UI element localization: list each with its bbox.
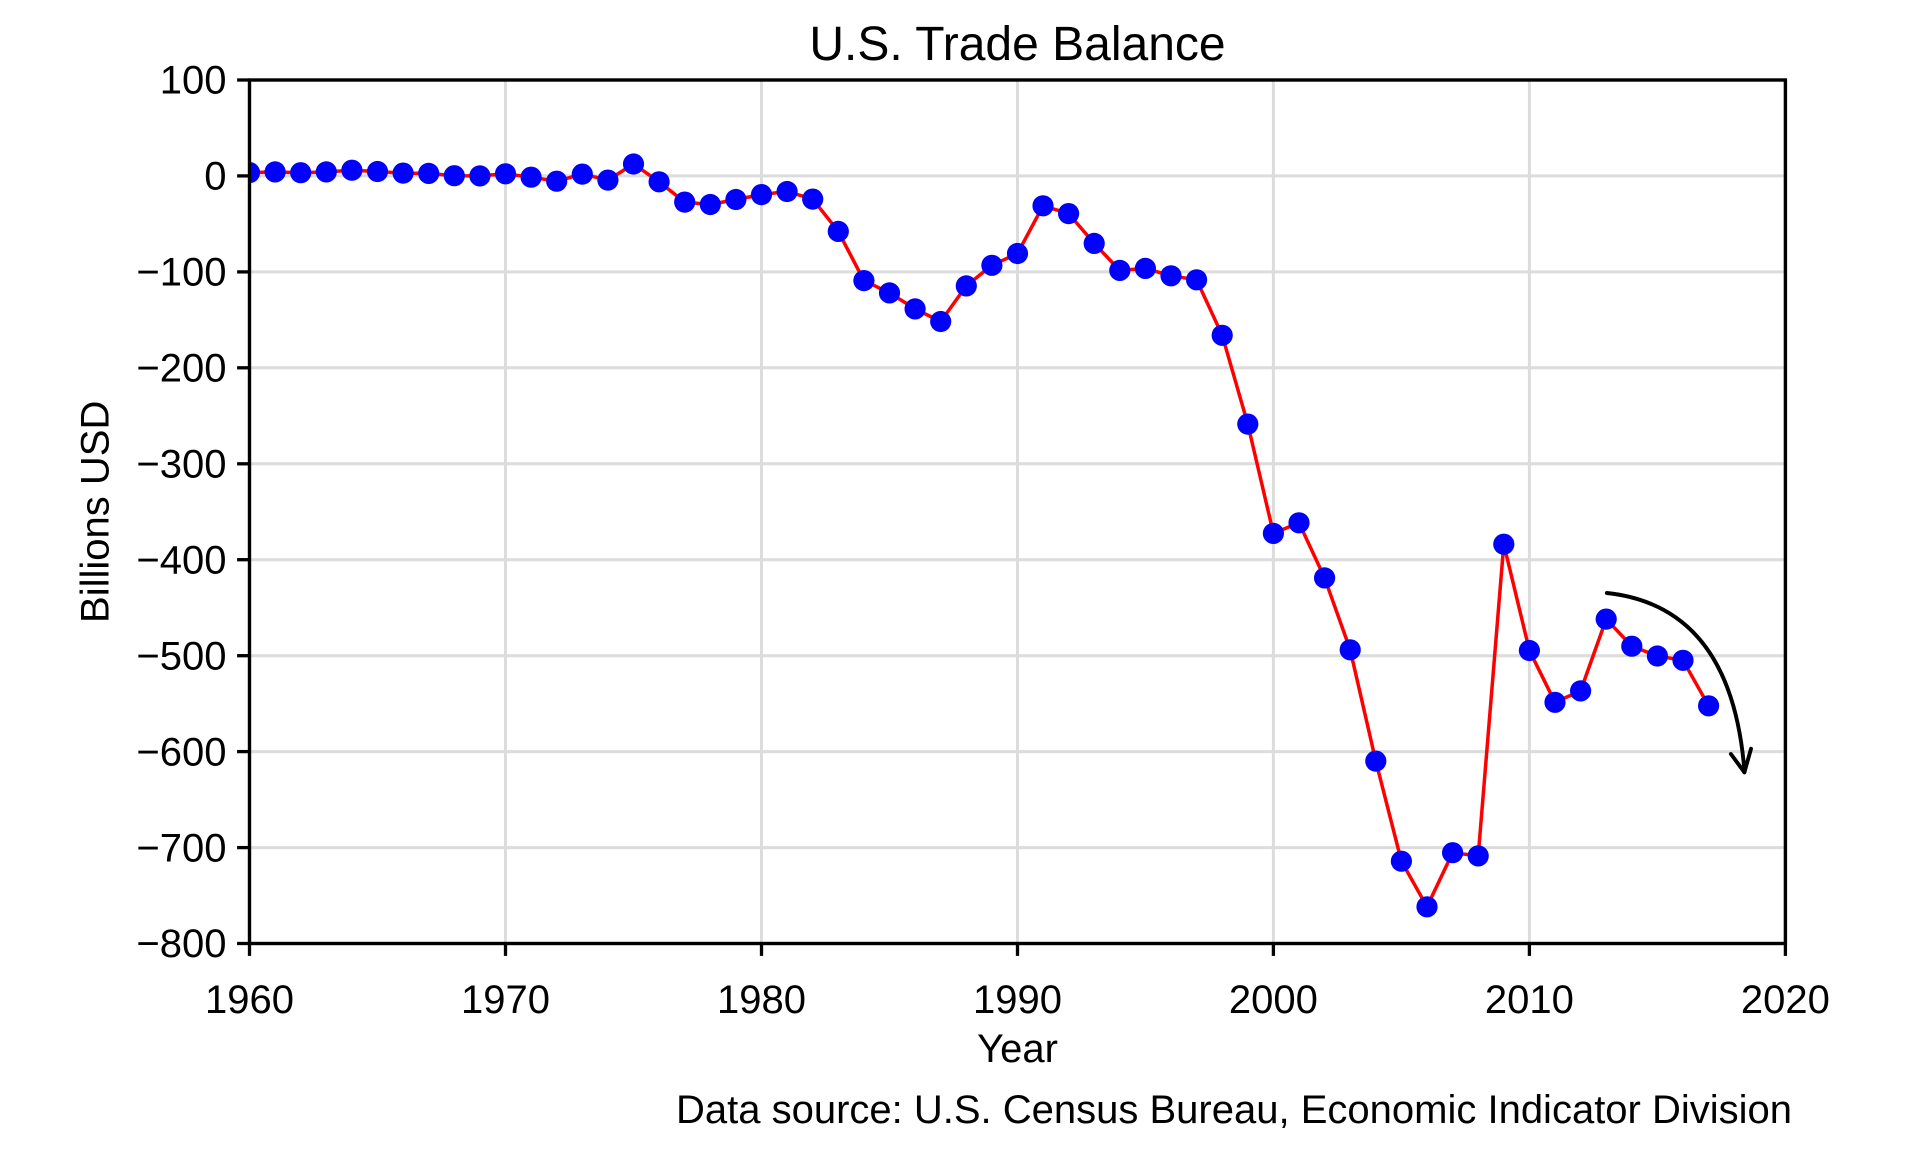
svg-text:0: 0 — [204, 155, 226, 199]
svg-text:−200: −200 — [136, 347, 226, 391]
svg-text:−100: −100 — [136, 251, 226, 295]
svg-text:Data source: U.S. Census Burea: Data source: U.S. Census Bureau, Economi… — [676, 1088, 1792, 1132]
svg-text:−400: −400 — [136, 538, 226, 582]
svg-text:−600: −600 — [136, 730, 226, 774]
svg-text:2000: 2000 — [1229, 978, 1318, 1022]
svg-text:2020: 2020 — [1741, 978, 1830, 1022]
svg-text:1970: 1970 — [461, 978, 550, 1022]
svg-text:1990: 1990 — [973, 978, 1062, 1022]
svg-text:Year: Year — [977, 1027, 1058, 1071]
svg-text:2010: 2010 — [1485, 978, 1574, 1022]
svg-text:100: 100 — [160, 59, 227, 103]
svg-text:U.S. Trade Balance: U.S. Trade Balance — [809, 18, 1225, 71]
svg-text:−500: −500 — [136, 634, 226, 678]
svg-text:1960: 1960 — [205, 978, 294, 1022]
svg-text:−700: −700 — [136, 826, 226, 870]
svg-text:1980: 1980 — [717, 978, 806, 1022]
svg-text:−800: −800 — [136, 922, 226, 966]
svg-text:Billions USD: Billions USD — [73, 401, 117, 623]
svg-text:−300: −300 — [136, 443, 226, 487]
